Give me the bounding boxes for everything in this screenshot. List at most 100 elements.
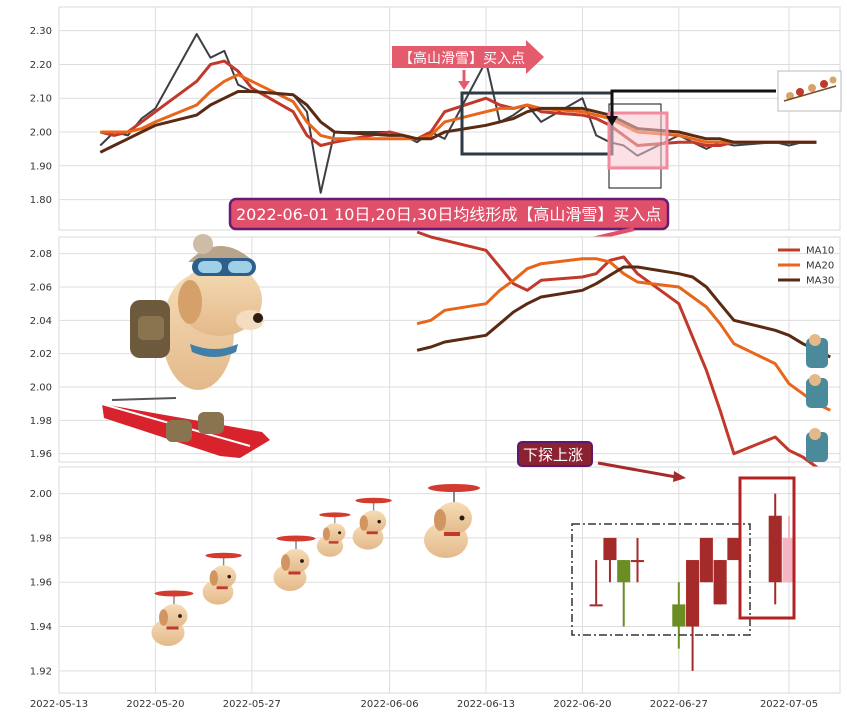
- y-tick-label: 1.96: [30, 578, 52, 589]
- top-callout-shape: [392, 40, 544, 74]
- candle-panel: 1.92 1.94 1.96 1.98 2.00 2022-05-13 2022-05-2…: [30, 441, 841, 710]
- candle-body: [699, 537, 713, 583]
- dog-eye: [178, 614, 182, 618]
- series-line-ma20: [416, 257, 831, 412]
- top-callout: 【高山滑雪】买入点: [392, 40, 544, 90]
- y-tick-label: 2.00: [30, 128, 52, 139]
- propeller-blade: [428, 484, 480, 492]
- x-tick-label: 2022-07-05: [760, 699, 818, 710]
- y-tick-label: 2.20: [30, 60, 52, 71]
- candle-grid: [59, 467, 840, 693]
- series-line-ma10: [99, 59, 817, 147]
- x-tick-label: 2022-06-13: [457, 699, 515, 710]
- flying-dog-pictures: [151, 484, 480, 646]
- y-tick-label: 1.94: [30, 622, 52, 633]
- series-line-ma30: [416, 265, 831, 359]
- flying-dog: [424, 484, 480, 558]
- dog-collar: [288, 571, 301, 575]
- series-line-ma10: [416, 230, 832, 479]
- dog-eye: [227, 574, 231, 579]
- y-tick-label: 1.98: [30, 533, 52, 544]
- y-tick-label: 1.96: [30, 449, 52, 460]
- ma-legend: MA10 MA20 MA30: [778, 246, 834, 287]
- dog-collar: [166, 626, 179, 630]
- x-tick-label: 2022-05-20: [126, 699, 184, 710]
- dog-eye: [377, 519, 381, 524]
- dog-collar: [366, 531, 378, 535]
- dog-ear: [434, 509, 446, 531]
- probe-callout-pointer: [597, 461, 677, 479]
- y-tick-label: 2.04: [30, 316, 52, 327]
- price-panel-frame: [58, 6, 841, 231]
- y-tick-label: 2.30: [30, 26, 52, 37]
- y-tick-label: 2.08: [30, 249, 52, 260]
- top-callout-pointer-head: [458, 81, 470, 90]
- probe-callout-text: 下探上涨: [523, 446, 583, 464]
- probe-callout-box: [517, 441, 593, 467]
- candle-y-ticks: 1.92 1.94 1.96 1.98 2.00: [30, 489, 52, 677]
- propeller-blade: [154, 590, 194, 597]
- x-tick-label: 2022-06-06: [361, 699, 419, 710]
- series-line-close: [99, 33, 817, 194]
- x-tick-label: 2022-05-27: [223, 699, 281, 710]
- candles: [589, 493, 796, 671]
- y-tick-label: 2.10: [30, 94, 52, 105]
- flying-dog: [202, 552, 242, 605]
- dog-eye: [300, 559, 304, 563]
- x-tick-label: 2022-06-27: [650, 699, 708, 710]
- propeller-blade: [276, 535, 316, 542]
- legend-label-ma30: MA30: [806, 276, 834, 287]
- dog-ear: [322, 527, 330, 541]
- x-tick-label: 2022-06-20: [553, 699, 611, 710]
- dog-eye: [459, 515, 465, 521]
- focus-box-pink: [607, 111, 669, 170]
- dog-collar: [444, 532, 460, 536]
- focus-connector-arrowhead: [606, 116, 618, 126]
- probe-callout: 下探上涨: [517, 441, 686, 482]
- propeller-blade: [205, 552, 242, 559]
- candle-body: [768, 515, 782, 583]
- price-grid: [59, 7, 840, 230]
- y-tick-label: 1.80: [30, 195, 52, 206]
- price-y-ticks: 1.80 1.90 2.00 2.10 2.20 2.30: [30, 26, 52, 206]
- series-line-ma20: [100, 73, 817, 144]
- mini-skier-pictures: [806, 334, 828, 462]
- main-callout: 2022-06-01 10日,20日,30日均线形成【高山滑雪】买入点: [228, 197, 670, 246]
- ma-lines: [416, 230, 832, 479]
- date-axis-ticks: 2022-05-13 2022-05-20 2022-05-27 2022-06-06…: [30, 699, 818, 710]
- candle-body: [686, 560, 700, 627]
- legend-label-ma20: MA20: [806, 261, 834, 272]
- candle-body: [782, 537, 796, 583]
- dog-ear: [209, 570, 218, 586]
- legend-label-ma10: MA10: [806, 246, 834, 257]
- dog-eye: [338, 531, 342, 535]
- flying-dog: [316, 512, 351, 557]
- candle-body: [630, 560, 645, 563]
- top-callout-text: 【高山滑雪】买入点: [399, 50, 525, 67]
- sled-inset-picture: [777, 70, 842, 112]
- price-lines: [99, 33, 817, 194]
- candle-body: [672, 604, 686, 627]
- candle-body: [589, 604, 603, 607]
- dog-collar: [328, 541, 339, 544]
- focus-connector-line: [610, 89, 776, 118]
- candle-body: [603, 537, 617, 561]
- price-panel: 1.80 1.90 2.00 2.10 2.20 2.30 【高山滑雪】买入点: [30, 6, 842, 231]
- dog-collar: [216, 586, 228, 590]
- candle-body: [727, 537, 741, 561]
- breakout-box: [738, 476, 796, 620]
- flying-dog: [273, 535, 316, 591]
- y-tick-label: 1.90: [30, 161, 52, 172]
- dog-ear: [281, 554, 290, 571]
- propeller-blade: [319, 512, 351, 518]
- main-callout-box: [228, 197, 670, 231]
- y-tick-label: 2.00: [30, 383, 52, 394]
- propeller-blade: [355, 497, 392, 504]
- dog-ear: [159, 609, 168, 626]
- y-tick-label: 1.92: [30, 666, 52, 677]
- dog-ear: [359, 515, 368, 531]
- y-tick-label: 1.98: [30, 416, 52, 427]
- main-callout-text: 2022-06-01 10日,20日,30日均线形成【高山滑雪】买入点: [236, 205, 661, 224]
- y-tick-label: 2.02: [30, 349, 52, 360]
